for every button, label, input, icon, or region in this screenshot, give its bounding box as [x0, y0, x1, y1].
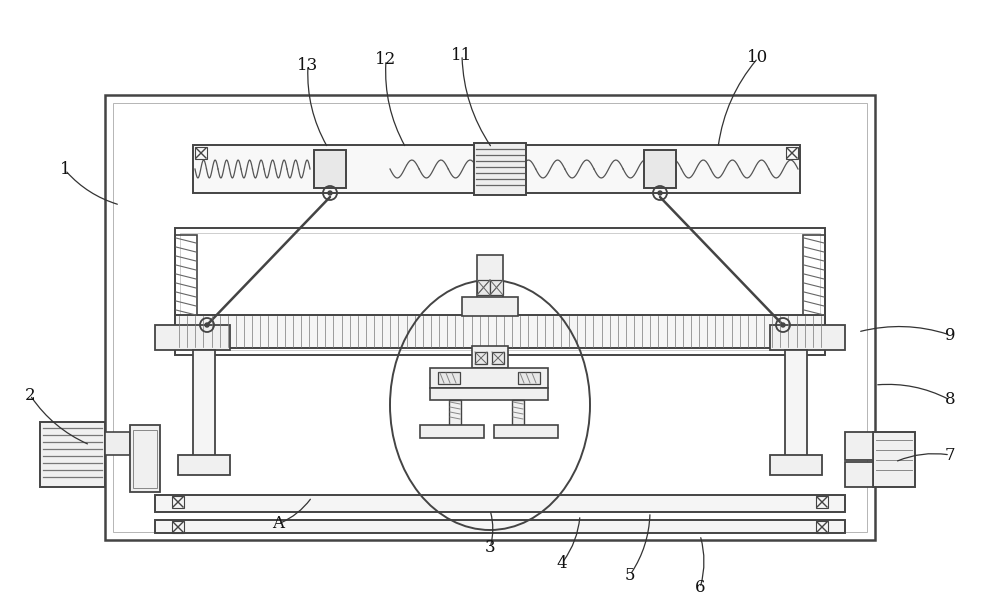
- Bar: [105, 95, 875, 540]
- Bar: [105, 432, 130, 455]
- Bar: [816, 521, 828, 533]
- Bar: [155, 325, 230, 350]
- Text: 6: 6: [695, 579, 705, 596]
- Text: 2: 2: [25, 387, 35, 403]
- Bar: [803, 235, 825, 320]
- Bar: [449, 400, 461, 425]
- Text: 4: 4: [557, 555, 567, 571]
- Bar: [113, 103, 867, 532]
- Bar: [474, 143, 526, 195]
- Text: 10: 10: [747, 50, 769, 66]
- Bar: [172, 496, 184, 508]
- Text: 5: 5: [625, 566, 635, 584]
- Text: 8: 8: [945, 392, 955, 408]
- Bar: [475, 352, 487, 364]
- Bar: [193, 350, 215, 460]
- Bar: [172, 521, 184, 533]
- Bar: [314, 150, 346, 188]
- Bar: [178, 455, 230, 475]
- Text: 1: 1: [60, 161, 70, 178]
- Bar: [462, 297, 518, 316]
- Bar: [492, 352, 504, 364]
- Text: A: A: [272, 516, 284, 533]
- Bar: [430, 388, 548, 400]
- Bar: [195, 147, 207, 159]
- Bar: [770, 455, 822, 475]
- Bar: [644, 150, 676, 188]
- Text: 13: 13: [297, 56, 319, 74]
- Bar: [175, 315, 825, 348]
- Bar: [40, 422, 105, 487]
- Bar: [472, 346, 508, 368]
- Text: 7: 7: [945, 446, 955, 463]
- Bar: [786, 147, 798, 159]
- Circle shape: [328, 191, 332, 195]
- Bar: [512, 400, 524, 425]
- Bar: [130, 425, 160, 492]
- Circle shape: [658, 191, 662, 195]
- Bar: [785, 350, 807, 460]
- Bar: [180, 233, 820, 350]
- Text: 12: 12: [375, 51, 397, 69]
- Text: 3: 3: [485, 539, 495, 557]
- Bar: [438, 372, 460, 384]
- Text: 11: 11: [451, 47, 473, 64]
- Bar: [816, 496, 828, 508]
- Bar: [175, 228, 825, 355]
- Bar: [155, 520, 845, 533]
- Bar: [873, 432, 915, 487]
- Bar: [494, 425, 558, 438]
- Bar: [477, 280, 490, 295]
- Bar: [845, 462, 873, 487]
- Circle shape: [205, 323, 209, 327]
- Bar: [420, 425, 484, 438]
- Bar: [175, 235, 197, 320]
- Bar: [477, 255, 503, 315]
- Text: 9: 9: [945, 327, 955, 343]
- Bar: [155, 495, 845, 512]
- Bar: [430, 368, 548, 388]
- Bar: [845, 432, 873, 460]
- Bar: [133, 430, 157, 488]
- Bar: [193, 145, 800, 193]
- Circle shape: [781, 323, 785, 327]
- Bar: [518, 372, 540, 384]
- Bar: [770, 325, 845, 350]
- Bar: [490, 280, 503, 295]
